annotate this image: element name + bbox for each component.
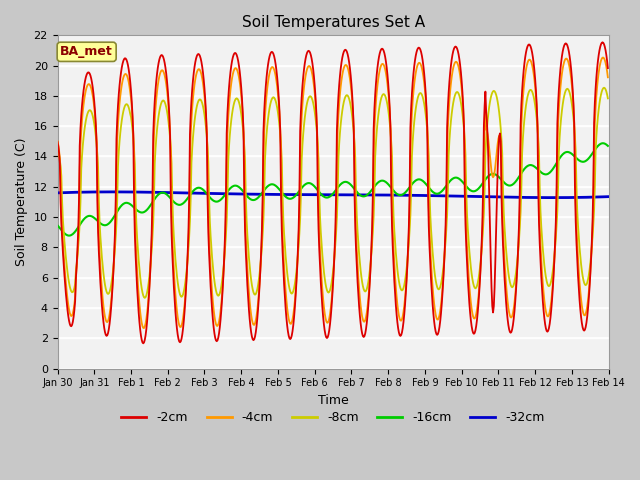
Line: -4cm: -4cm <box>58 58 608 328</box>
Title: Soil Temperatures Set A: Soil Temperatures Set A <box>241 15 424 30</box>
-32cm <box>63 190 71 195</box>
X-axis label: Time: Time <box>317 394 348 407</box>
-32cm <box>417 192 424 198</box>
Bar <box>58 156 609 187</box>
Legend: -2cm, -4cm, -8cm, -16cm, -32cm: -2cm, -4cm, -8cm, -16cm, -32cm <box>116 406 550 429</box>
-4cm <box>120 72 128 78</box>
-32cm <box>177 190 184 196</box>
-4cm <box>401 303 408 309</box>
-2cm <box>417 47 424 52</box>
Bar <box>58 126 609 156</box>
-32cm <box>604 194 612 200</box>
-4cm <box>604 74 612 80</box>
-32cm <box>206 191 214 196</box>
-4cm <box>63 296 71 301</box>
-4cm <box>417 61 424 67</box>
Line: -2cm: -2cm <box>58 42 608 343</box>
-16cm <box>417 177 424 182</box>
-8cm <box>141 295 148 301</box>
-4cm <box>600 55 607 60</box>
Y-axis label: Soil Temperature (C): Soil Temperature (C) <box>15 138 28 266</box>
Line: -16cm: -16cm <box>58 143 608 236</box>
-8cm <box>206 218 214 224</box>
-8cm <box>401 282 408 288</box>
-4cm <box>54 138 61 144</box>
-8cm <box>63 269 71 275</box>
-2cm <box>63 307 71 312</box>
-2cm <box>206 268 214 274</box>
Bar <box>58 96 609 126</box>
-2cm <box>140 340 147 346</box>
Bar <box>58 217 609 247</box>
Bar <box>58 247 609 277</box>
Bar <box>58 66 609 96</box>
-8cm <box>604 96 612 101</box>
-2cm <box>177 338 184 344</box>
Bar <box>58 338 609 369</box>
-16cm <box>121 200 129 206</box>
-4cm <box>206 251 214 257</box>
-2cm <box>604 65 612 71</box>
-8cm <box>120 105 128 111</box>
-16cm <box>177 202 184 207</box>
-16cm <box>598 140 606 146</box>
-8cm <box>54 145 61 151</box>
-32cm <box>550 195 557 201</box>
-2cm <box>401 312 408 317</box>
-32cm <box>401 192 408 198</box>
Line: -32cm: -32cm <box>58 192 608 198</box>
-4cm <box>177 324 184 330</box>
-32cm <box>108 189 116 195</box>
-32cm <box>54 190 61 196</box>
Bar <box>58 187 609 217</box>
-8cm <box>417 90 424 96</box>
Bar <box>58 308 609 338</box>
-8cm <box>600 85 608 91</box>
-16cm <box>604 143 612 149</box>
-16cm <box>206 194 214 200</box>
-16cm <box>63 232 71 238</box>
Line: -8cm: -8cm <box>58 88 608 298</box>
-32cm <box>121 189 129 195</box>
-16cm <box>401 191 408 196</box>
-8cm <box>177 293 184 299</box>
-16cm <box>65 233 73 239</box>
-2cm <box>598 39 606 45</box>
Bar <box>58 5 609 36</box>
Text: BA_met: BA_met <box>60 45 113 59</box>
Bar <box>58 277 609 308</box>
Bar <box>58 36 609 66</box>
-16cm <box>54 223 61 228</box>
-2cm <box>120 56 128 62</box>
-4cm <box>140 325 148 331</box>
-2cm <box>54 139 61 145</box>
